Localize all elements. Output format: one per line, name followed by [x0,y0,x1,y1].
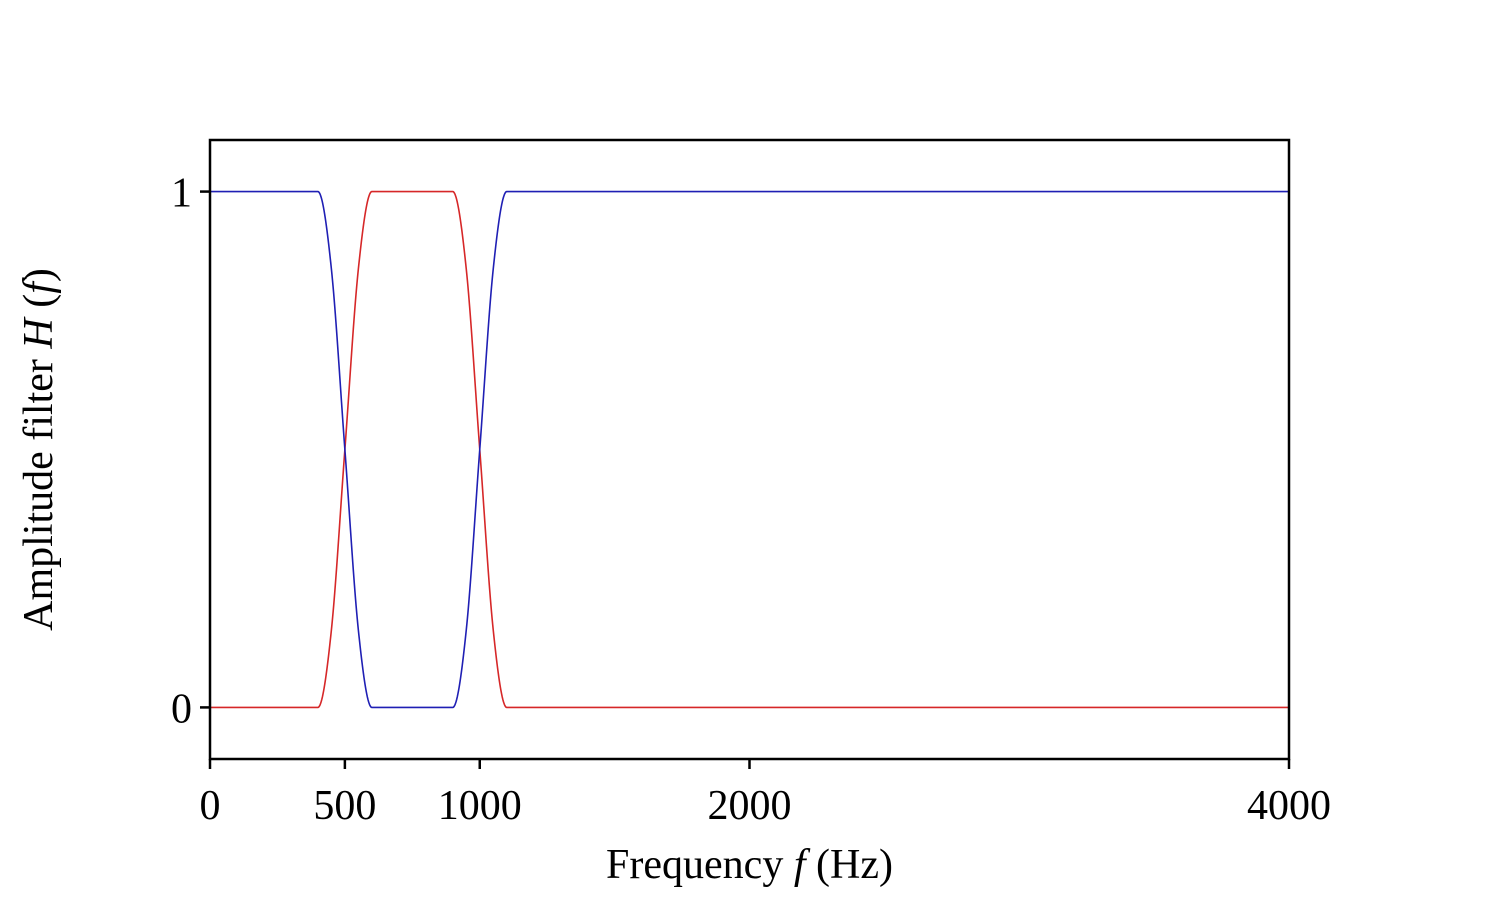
x-axis-title: Frequency f (Hz) [606,842,893,888]
plot-frame [208,138,1291,761]
y-axis-title-part: H [16,316,62,350]
y-tick-label: 1 [171,171,192,217]
series-line-2 [210,190,1289,709]
x-tick-label: 1000 [438,783,522,829]
y-axis-title: Amplitude filter H (f) [16,268,62,631]
series-line-1 [210,190,1289,709]
x-axis-title-part: Frequency [606,842,794,888]
y-axis-title-part: Amplitude filter [16,349,62,631]
y-axis: 01 [171,171,210,732]
x-tick-label: 4000 [1247,783,1331,829]
x-axis-title-part: (Hz) [806,842,893,888]
y-axis-title-part: ) [16,268,62,282]
y-tick-label: 0 [171,686,192,732]
x-tick-label: 500 [313,783,376,829]
series-layer [210,190,1289,709]
x-tick-label: 2000 [708,783,792,829]
y-axis-title-part: ( [16,294,62,319]
x-tick-label: 0 [200,783,221,829]
x-axis: 0 500 1000 2000 4000 [200,759,1331,829]
